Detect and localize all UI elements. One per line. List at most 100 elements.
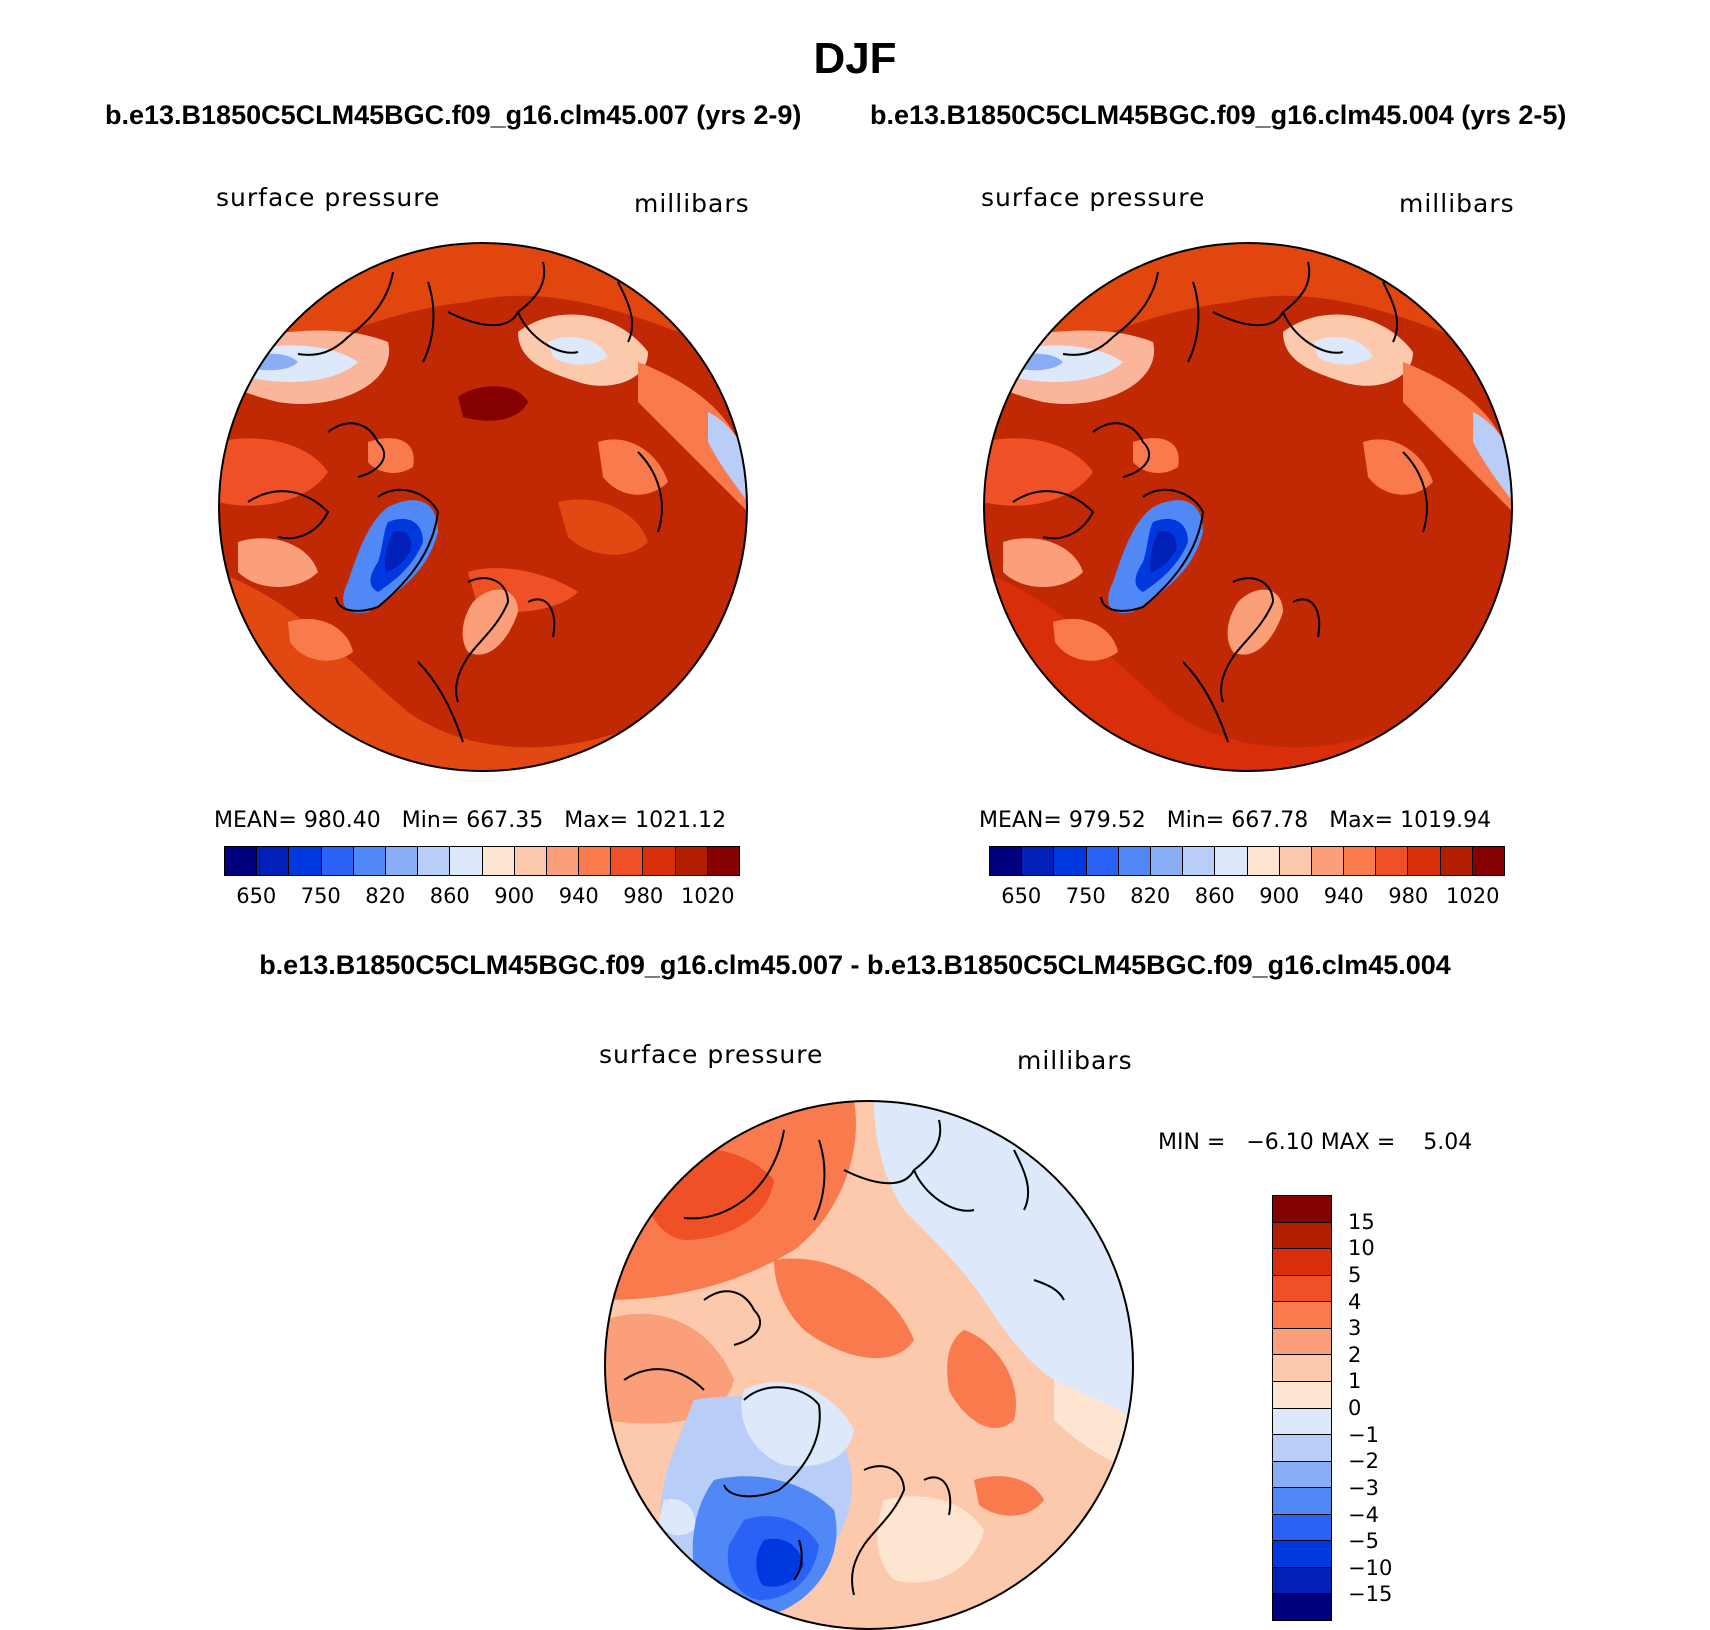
colorbar-box (1440, 847, 1473, 875)
colorbar-box (1086, 847, 1119, 875)
colorbar-box (1376, 847, 1409, 875)
colorbar-tick-label: −15 (1348, 1582, 1393, 1607)
panel-1-colorbar (224, 846, 740, 876)
colorbar-tick-label: −4 (1348, 1502, 1379, 1527)
colorbar-tick-label: 750 (300, 884, 341, 908)
colorbar-box (579, 847, 612, 875)
colorbar-box (225, 847, 258, 875)
colorbar-box (1273, 1275, 1331, 1303)
panel-1-polar-map (218, 242, 748, 772)
difference-case-title: b.e13.B1850C5CLM45BGC.f09_g16.clm45.007 … (259, 950, 1451, 980)
colorbar-box (1273, 1355, 1331, 1382)
colorbar-box (1273, 1249, 1331, 1276)
colorbar-tick-label: 650 (236, 884, 277, 908)
colorbar-box (418, 847, 451, 875)
colorbar-box (1279, 847, 1312, 875)
panel-2-map-border (983, 242, 1513, 772)
panel-1-units-label: millibars (634, 189, 750, 218)
colorbar-box (1273, 1222, 1331, 1250)
colorbar-box (385, 847, 419, 875)
colorbar-tick-label: 900 (494, 884, 535, 908)
colorbar-tick-label: 5 (1348, 1262, 1362, 1287)
figure-title: DJF (813, 34, 897, 83)
colorbar-box (1273, 1594, 1331, 1620)
colorbar-box (1215, 847, 1248, 875)
colorbar-box (1273, 1567, 1331, 1595)
colorbar-box (1344, 847, 1377, 875)
panel-1-stats: MEAN= 980.40 Min= 667.35 Max= 1021.12 (214, 808, 727, 833)
colorbar-box (1273, 1514, 1331, 1542)
colorbar-tick-label: 10 (1348, 1236, 1375, 1261)
panel-1-colorbar-labels: 650 750 820 860 900 940 980 1020 (224, 884, 740, 910)
colorbar-box (450, 847, 483, 875)
colorbar-box (257, 847, 290, 875)
colorbar-box (611, 847, 644, 875)
colorbar-tick-label: 650 (1001, 884, 1042, 908)
colorbar-tick-label: −3 (1348, 1475, 1379, 1500)
difference-units-label: millibars (1017, 1046, 1133, 1075)
colorbar-tick-label: 900 (1259, 884, 1300, 908)
colorbar-box (675, 847, 708, 875)
colorbar-tick-label: 4 (1348, 1289, 1362, 1314)
colorbar-box (289, 847, 322, 875)
colorbar-box (1273, 1328, 1331, 1356)
colorbar-box (1022, 847, 1055, 875)
colorbar-box (1273, 1196, 1331, 1223)
colorbar-tick-label: 820 (1130, 884, 1171, 908)
panel-2-units-label: millibars (1399, 189, 1515, 218)
colorbar-box (1273, 1408, 1331, 1436)
colorbar-box (353, 847, 386, 875)
colorbar-tick-label: 940 (558, 884, 599, 908)
colorbar-box (1273, 1461, 1331, 1489)
panel-2-stats: MEAN= 979.52 Min= 667.78 Max= 1019.94 (979, 808, 1492, 833)
colorbar-tick-label: 0 (1348, 1396, 1362, 1420)
colorbar-tick-label: 860 (429, 884, 470, 908)
difference-colorbar (1272, 1195, 1332, 1621)
colorbar-box (707, 847, 739, 875)
colorbar-box (1150, 847, 1184, 875)
difference-colorbar-labels: 15 10 5 4 3 2 1 0 −1 −2 −3 −4 −5 −10 −15 (1348, 1195, 1428, 1621)
colorbar-box (1273, 1381, 1331, 1409)
colorbar-tick-label: 750 (1065, 884, 1106, 908)
colorbar-box (1408, 847, 1441, 875)
colorbar-tick-label: −2 (1348, 1449, 1379, 1474)
difference-stats: MIN = −6.10 MAX = 5.04 (1158, 1130, 1473, 1155)
colorbar-tick-label: 1020 (681, 884, 735, 908)
colorbar-tick-label: 2 (1348, 1342, 1362, 1367)
panel-2-colorbar (989, 846, 1505, 876)
colorbar-box (1273, 1541, 1331, 1568)
colorbar-tick-label: −10 (1348, 1555, 1393, 1580)
panel-1-map-border (218, 242, 748, 772)
panel-2-case-title: b.e13.B1850C5CLM45BGC.f09_g16.clm45.004 … (870, 100, 1567, 130)
colorbar-tick-label: 3 (1348, 1316, 1362, 1341)
panel-1-variable-label: surface pressure (216, 183, 441, 212)
colorbar-box (643, 847, 676, 875)
colorbar-tick-label: 15 (1348, 1209, 1375, 1234)
colorbar-tick-label: 940 (1323, 884, 1364, 908)
colorbar-box (1472, 847, 1504, 875)
colorbar-tick-label: 980 (623, 884, 664, 908)
panel-2-colorbar-labels: 650 750 820 860 900 940 980 1020 (989, 884, 1505, 910)
colorbar-box (546, 847, 580, 875)
colorbar-box (1273, 1435, 1331, 1462)
colorbar-tick-label: 1 (1348, 1369, 1362, 1394)
colorbar-box (1247, 847, 1280, 875)
colorbar-tick-label: −5 (1348, 1529, 1379, 1554)
colorbar-tick-label: 820 (365, 884, 406, 908)
colorbar-box (514, 847, 547, 875)
colorbar-box (321, 847, 354, 875)
difference-polar-map (604, 1100, 1134, 1630)
colorbar-box (1273, 1302, 1331, 1329)
panel-2-polar-map (983, 242, 1513, 772)
panel-1-case-title: b.e13.B1850C5CLM45BGC.f09_g16.clm45.007 … (105, 100, 802, 130)
colorbar-tick-label: −1 (1348, 1422, 1379, 1447)
colorbar-box (1311, 847, 1345, 875)
colorbar-tick-label: 860 (1194, 884, 1235, 908)
colorbar-box (482, 847, 515, 875)
colorbar-tick-label: 1020 (1446, 884, 1500, 908)
colorbar-box (1183, 847, 1216, 875)
colorbar-box (990, 847, 1023, 875)
colorbar-box (1273, 1488, 1331, 1515)
colorbar-box (1054, 847, 1087, 875)
difference-variable-label: surface pressure (599, 1040, 824, 1069)
